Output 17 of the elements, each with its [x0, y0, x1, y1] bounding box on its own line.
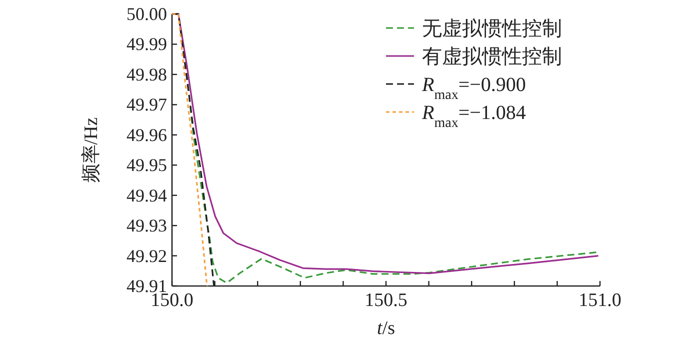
y-axis-title: 频率/Hz: [80, 117, 102, 183]
y-tick-label: 49.93: [126, 216, 167, 236]
legend-label: R$_{max}$=−1.084: [421, 102, 526, 130]
x-tick-label: 150.5: [364, 290, 408, 311]
y-tick-label: 49.95: [126, 155, 167, 176]
x-tick-label: 151.0: [578, 290, 622, 311]
y-tick-label: 49.96: [126, 124, 167, 145]
y-tick-label: 49.92: [126, 246, 167, 266]
legend-label: R$_{max}$=−0.900: [421, 74, 526, 102]
y-tick-label: 50.00: [126, 4, 167, 24]
x-axis-title: t/s: [377, 318, 395, 339]
legend-label: 无虚拟惯性控制: [422, 18, 562, 40]
y-tick-label: 49.98: [126, 64, 167, 84]
y-tick-label: 49.94: [126, 185, 167, 206]
legend-label: 有虚拟惯性控制: [422, 46, 562, 68]
y-tick-label: 49.97: [126, 94, 167, 115]
y-tick-label: 49.99: [126, 34, 167, 54]
